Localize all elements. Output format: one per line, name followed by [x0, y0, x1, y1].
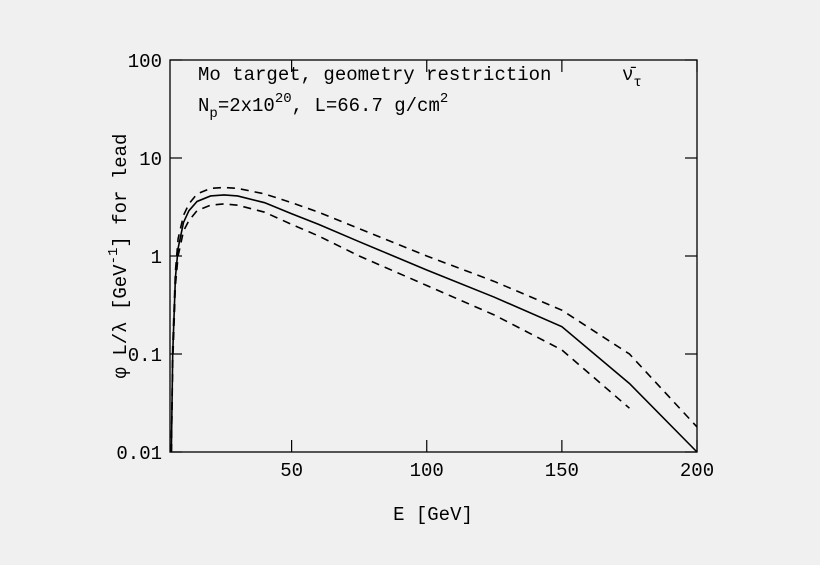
y-axis-label-part: φ L/λ [GeV — [110, 264, 132, 379]
y-axis-label-part: -1 — [106, 248, 122, 265]
annotation-part: N — [198, 95, 209, 117]
y-tick-label: 10 — [139, 149, 162, 171]
x-tick-label: 200 — [680, 460, 714, 482]
annotation-part: 2 — [440, 91, 448, 107]
annotation-part: =2x10 — [218, 95, 275, 117]
y-tick-label: 100 — [128, 51, 162, 73]
annotation-part: 20 — [275, 91, 292, 107]
series-line — [170, 186, 698, 453]
x-tick-label: 150 — [545, 460, 579, 482]
annotation: Mo target, geometry restriction — [198, 64, 551, 86]
y-tick-label: 1 — [151, 247, 162, 269]
y-axis-label-part: ] for lead — [110, 134, 132, 248]
y-tick-label: 0.1 — [128, 345, 162, 367]
annotation: Np=2x1020, L=66.7 g/cm2 — [198, 91, 448, 122]
annotation-part: ν̄ — [622, 64, 636, 86]
annotation-part: , L=66.7 g/cm — [292, 95, 440, 117]
y-axis-label: φ L/λ [GeV-1] for lead — [106, 134, 132, 379]
y-tick-label: 0.01 — [116, 443, 162, 465]
x-tick-label: 100 — [410, 460, 444, 482]
series-line — [170, 203, 630, 453]
annotation: ν̄τ — [622, 64, 642, 91]
x-tick-label: 50 — [280, 460, 303, 482]
x-axis-label: E [GeV] — [393, 504, 473, 526]
annotation-part: τ — [633, 75, 641, 91]
annotation-part: p — [209, 106, 217, 122]
